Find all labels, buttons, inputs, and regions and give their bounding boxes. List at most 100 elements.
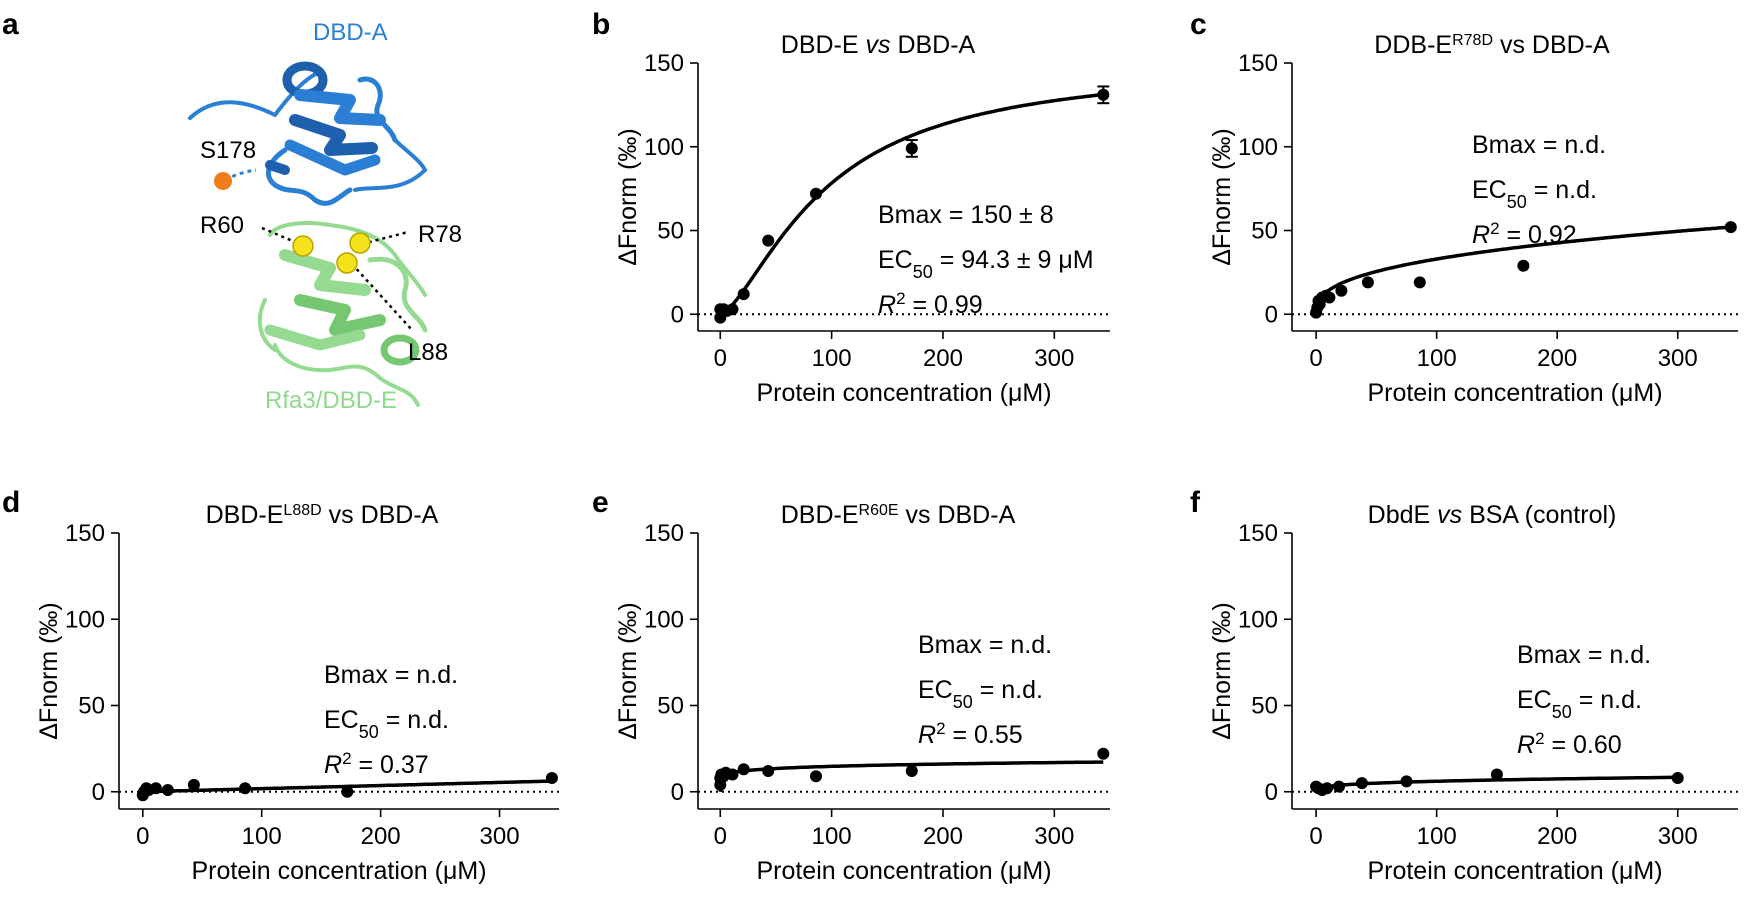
chart-title-c: DDB-ER78D vs DBD-A [1374,31,1610,59]
dbd-a-loop-left [188,70,322,120]
data-point [1355,777,1368,790]
r2-symbol: R [1517,731,1535,759]
dbd-e-strand-2 [294,294,386,336]
chart-title-d: DBD-EL88D vs DBD-A [206,501,439,529]
y-tick-label: 100 [1238,606,1278,633]
title-text: DDB-E [1374,31,1452,59]
dbd-e-loop-top [268,221,427,297]
y-tick-label: 50 [1251,693,1278,720]
x-tick-label: 100 [242,823,282,850]
data-point [905,142,918,155]
ec50-value: = n.d. [1572,686,1642,714]
dbd-a-strand-1 [294,89,386,126]
data-point [1413,276,1426,289]
y-tick-label: 100 [644,606,684,633]
data-point [1671,772,1684,784]
r2-annotation: R2 = 0.55 [918,719,1023,750]
data-point [1097,747,1110,760]
y-axis-title: ΔFnorm (‰) [614,128,642,266]
chart-panel-c: c DDB-ER78D vs DBD-A 0 50 100 150 0 100 200 300 Pr… [1190,8,1738,407]
ec50-subscript: 50 [913,262,933,282]
y-tick-label: 150 [644,520,684,547]
dbd-a-ribbon [188,61,427,206]
chart-panel-d: d DBD-EL88D vs DBD-A 0 50 100 150 0 100 200 300 Pr… [2,486,559,885]
dbd-e-strand-1 [279,249,371,296]
title-italic: vs [866,31,891,59]
ec50-annotation: EC50 = n.d. [1517,686,1642,722]
r2-exponent: 2 [342,749,351,768]
data-point [149,782,162,795]
data-point [726,768,739,781]
r2-value: = 0.37 [352,751,429,779]
x-tick-label: 0 [136,823,149,850]
s178-label: S178 [200,137,256,164]
data-point [1490,768,1503,781]
ec50-annotation: EC50 = n.d. [1472,176,1597,212]
ec50-prefix: EC [918,676,953,704]
dbd-a-strand-3 [284,139,381,176]
panel-letter-c: c [1190,8,1207,41]
x-tick-label: 200 [361,823,401,850]
x-tick-label: 0 [1309,345,1322,372]
y-axis-title: ΔFnorm (‰) [1208,602,1236,740]
ec50-annotation: EC50 = n.d. [324,706,449,742]
panel-letter-e: e [592,486,609,519]
x-tick-label: 300 [1658,345,1698,372]
dbd-a-loop-right [357,76,398,143]
ec50-prefix: EC [1472,176,1507,204]
x-tick-label: 300 [1034,345,1074,372]
title-text-after: DBD-A [891,31,976,59]
x-axis-title: Protein concentration (μM) [1367,379,1662,407]
panel-letter-b: b [592,8,610,41]
data-point [762,234,775,247]
dbd-e-loop-bottom [273,343,420,407]
r2-annotation: R2 = 0.60 [1517,729,1622,760]
chart-title-e: DBD-ER60E vs DBD-A [781,501,1016,529]
r2-value: = 0.92 [1500,221,1577,249]
title-italic: vs [1437,501,1462,529]
data-point [187,778,200,791]
bmax-annotation: Bmax = n.d. [1472,131,1606,159]
y-tick-label: 100 [644,134,684,161]
y-tick-label: 100 [65,606,105,633]
ec50-value: = 94.3 ± 9 μM [933,246,1094,274]
l88-pointer [351,263,413,331]
r2-value: = 0.60 [1545,731,1622,759]
bmax-annotation: Bmax = 150 ± 8 [878,201,1054,229]
data-point [737,763,750,776]
data-point [762,765,775,777]
l88-sphere [336,252,358,274]
dbd-e-ribbon [257,221,428,407]
panel-letter-a: a [2,8,19,41]
ec50-annotation: EC50 = n.d. [918,676,1043,712]
s178-dot [214,172,232,190]
title-text: DBD-E [781,501,859,529]
y-axis-title: ΔFnorm (‰) [1208,128,1236,266]
fit-curve [718,760,1104,793]
y-tick-label: 0 [671,779,684,806]
chart-panel-f: f DbdE vs BSA (control) 0 50 100 150 0 100 200 30… [1190,486,1738,885]
chart-panel-e: e DBD-ER60E vs DBD-A 0 50 100 150 0 100 200 300 Pr… [592,486,1110,885]
dbd-e-loop-right [367,256,428,333]
y-axis-title: ΔFnorm (‰) [35,602,63,740]
x-axis-title: Protein concentration (μM) [756,379,1051,407]
data-point [726,303,739,316]
title-superscript: R60E [859,502,899,519]
dbd-a-loop-bottom [353,138,427,192]
x-tick-label: 100 [812,345,852,372]
title-text: DBD-E [781,31,866,59]
dbd-e-label: Rfa3/DBD-E [265,387,397,414]
x-tick-label: 100 [812,823,852,850]
title-superscript: L88D [283,502,321,519]
r2-symbol: R [878,291,896,319]
r2-symbol: R [918,721,936,749]
data-point [161,784,174,796]
data-point [1335,284,1348,297]
title-text: DbdE [1368,501,1437,529]
r2-value: = 0.99 [906,291,983,319]
data-point [239,782,252,795]
y-axis-title: ΔFnorm (‰) [614,602,642,740]
ec50-prefix: EC [324,706,359,734]
y-tick-label: 0 [671,301,684,328]
